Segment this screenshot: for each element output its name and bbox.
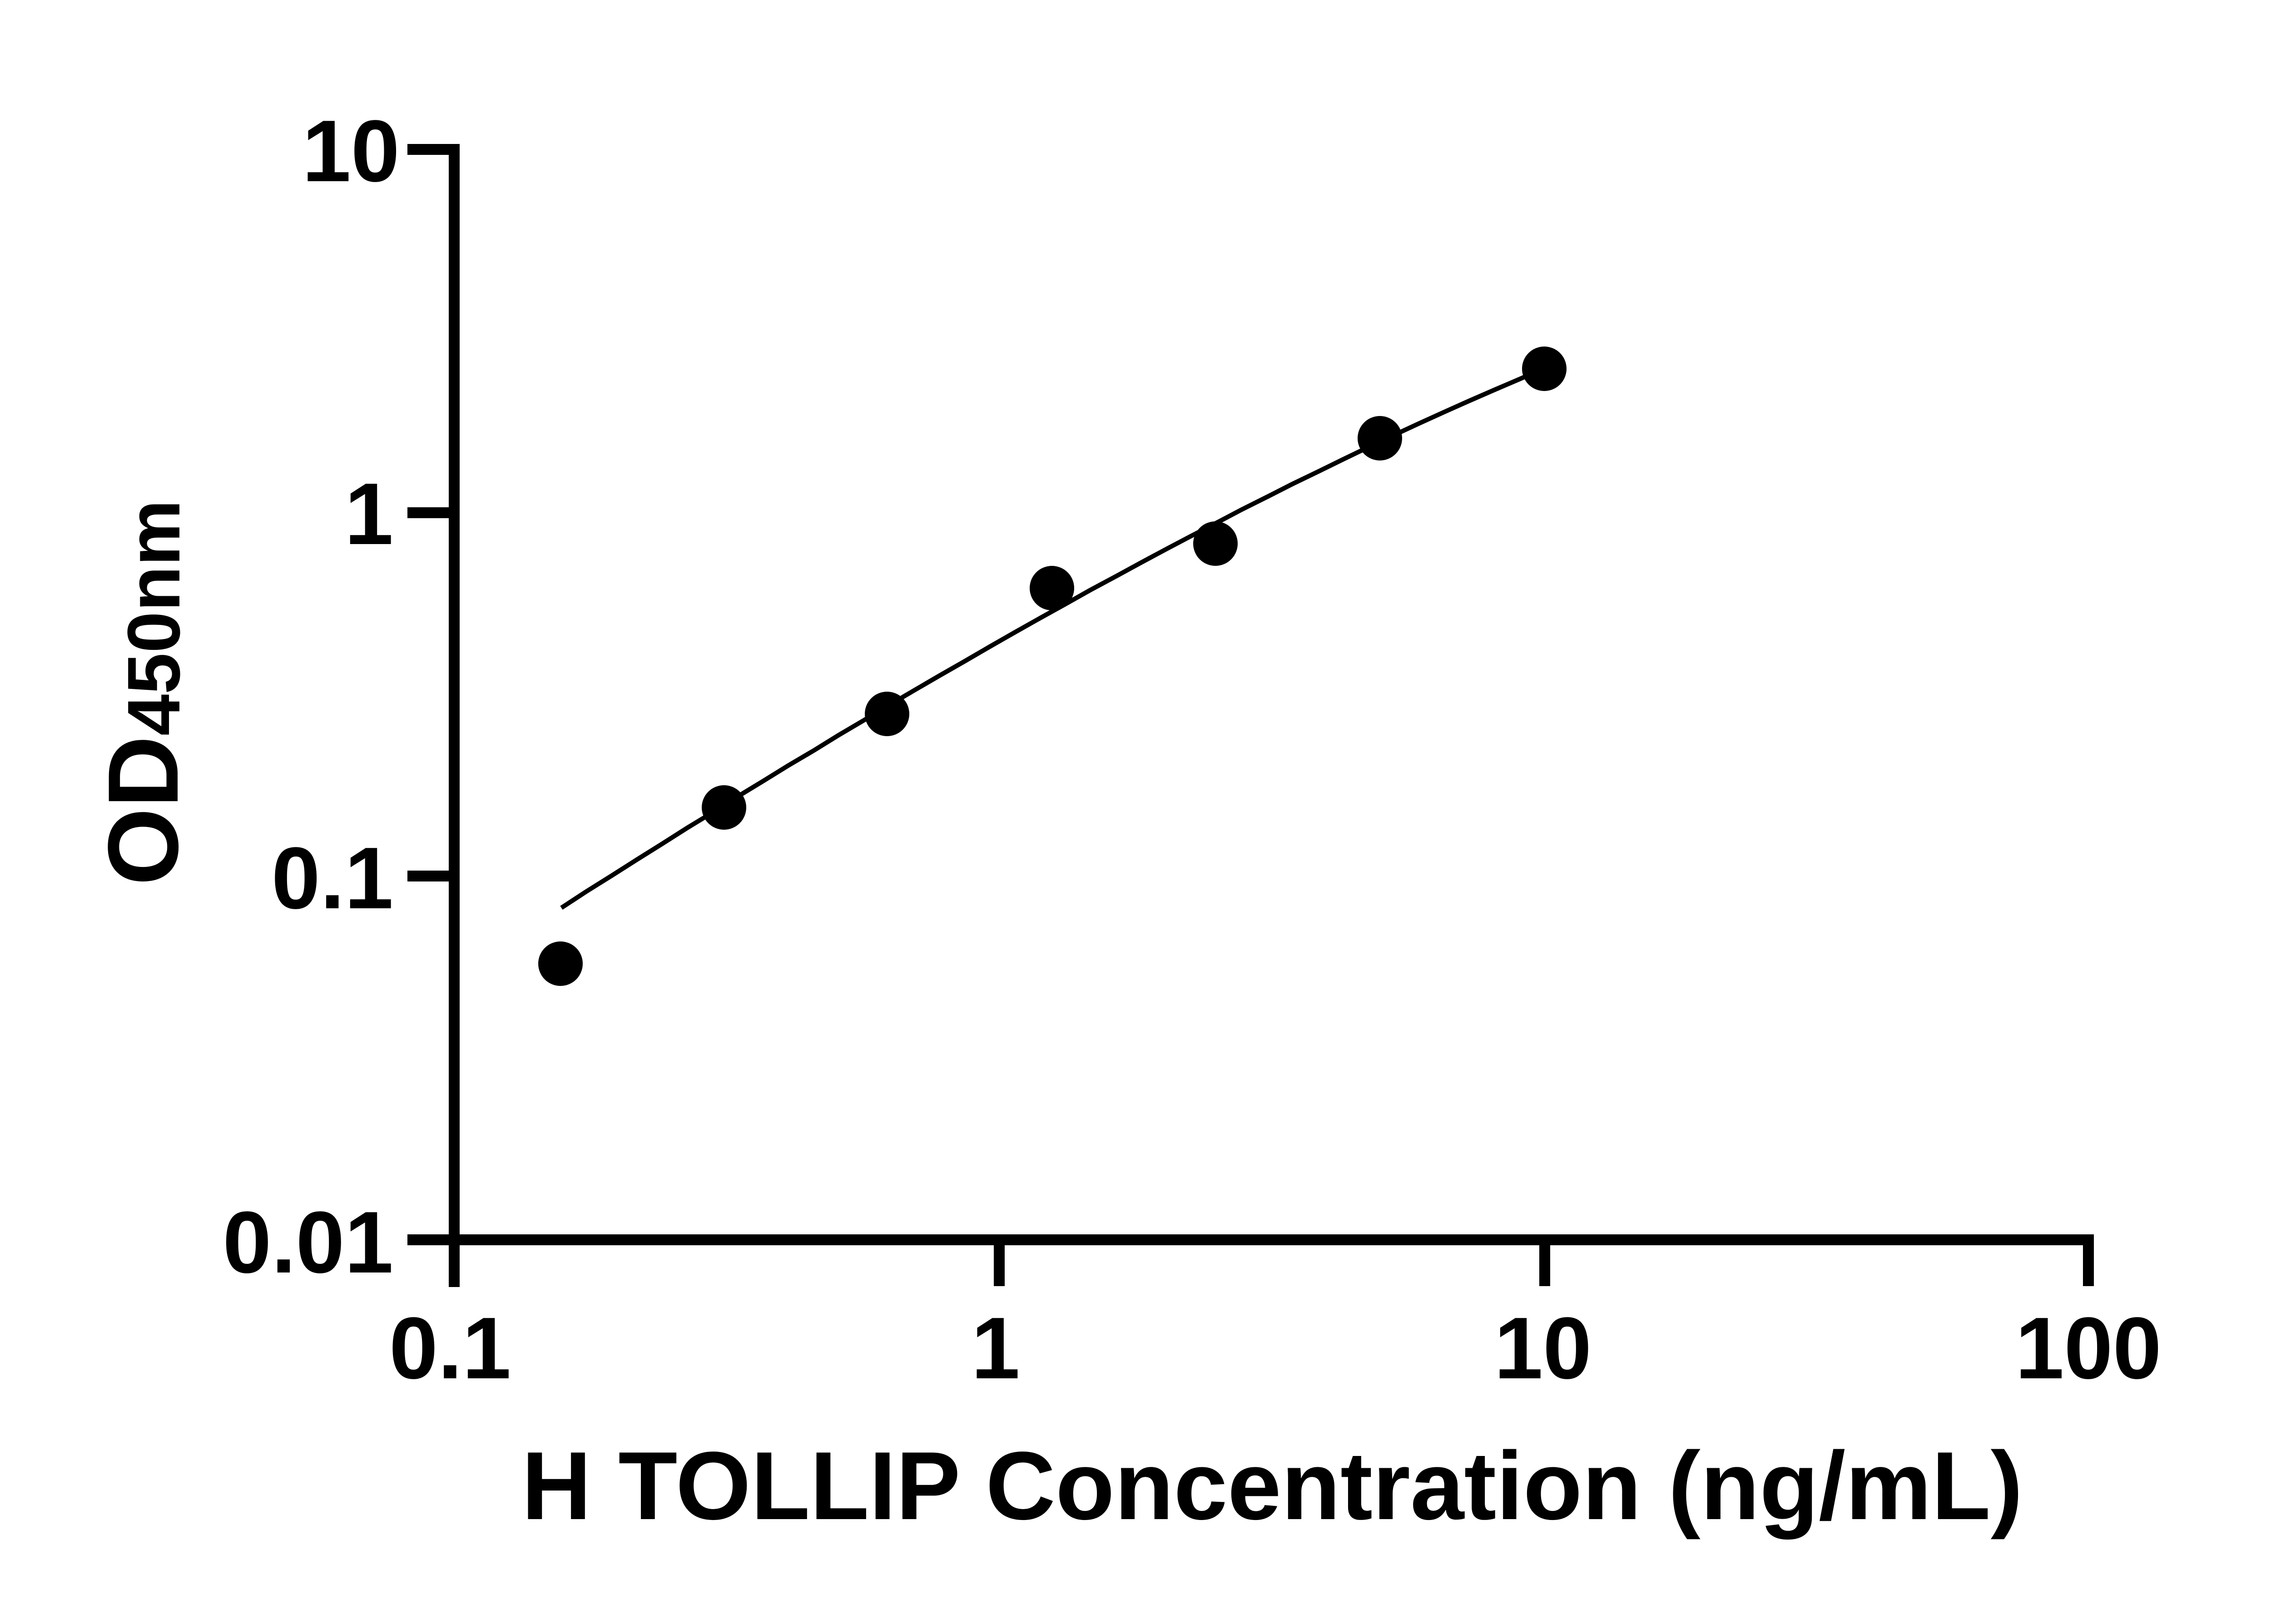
svg-text:10: 10 bbox=[302, 102, 400, 200]
svg-text:0.01: 0.01 bbox=[223, 1193, 393, 1291]
svg-text:10: 10 bbox=[1494, 1299, 1592, 1397]
svg-text:H TOLLIP Concentration (ng/mL): H TOLLIP Concentration (ng/mL) bbox=[521, 1432, 2023, 1540]
svg-text:0.1: 0.1 bbox=[389, 1299, 511, 1397]
svg-text:1: 1 bbox=[971, 1299, 1020, 1397]
svg-text:0.1: 0.1 bbox=[272, 829, 393, 927]
svg-text:100: 100 bbox=[2015, 1299, 2162, 1397]
svg-text:1: 1 bbox=[345, 465, 393, 563]
